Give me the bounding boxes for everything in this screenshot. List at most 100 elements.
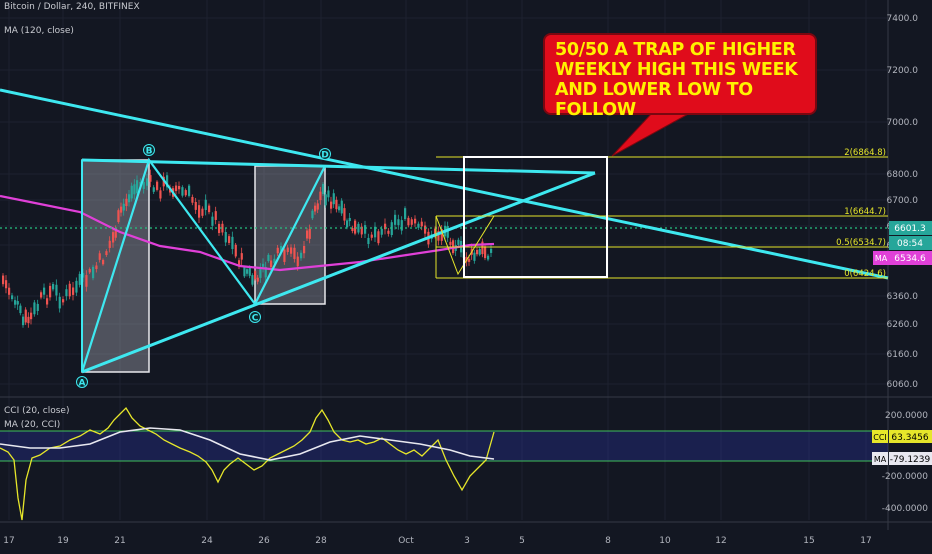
candle-body	[33, 302, 36, 315]
callout-line-3: AND LOWER LOW TO FOLLOW	[555, 80, 753, 120]
candle-body	[487, 255, 490, 260]
pattern-point-b: B	[143, 144, 155, 157]
candle-body	[473, 252, 476, 261]
candle-body	[49, 285, 52, 298]
candle-body	[117, 210, 120, 222]
candle-body	[338, 206, 341, 211]
price-tick-label: 6260.0	[887, 320, 919, 330]
candle-body	[22, 316, 25, 326]
cci-ma-tag-bg	[872, 452, 888, 465]
time-tick-label: 17	[860, 536, 871, 546]
candle-body	[27, 316, 30, 324]
grid-lines	[0, 0, 888, 520]
cci-tick-label: -200.0000	[882, 472, 928, 482]
fib-level-label: 2(6864.8)	[844, 148, 886, 158]
candle-body	[30, 312, 33, 320]
upper-triangle-line	[81, 158, 596, 175]
candle-body	[184, 190, 187, 196]
candle-body	[16, 301, 19, 305]
candle-body	[364, 225, 367, 234]
candle-body	[204, 199, 207, 210]
pattern-point-marker	[319, 148, 331, 160]
candle-body	[243, 267, 246, 277]
candle-body	[224, 232, 227, 243]
candle-body	[384, 223, 387, 230]
candle-body	[478, 249, 481, 255]
time-tick-label: 24	[201, 536, 213, 546]
candle-body	[380, 228, 383, 235]
cci-ma-tag-label: MA	[874, 455, 887, 464]
candle-body	[82, 273, 85, 278]
candles	[2, 169, 493, 328]
countdown-badge-bg	[889, 236, 932, 250]
candle-body	[214, 211, 217, 220]
annotation-callout[interactable]: 50/50 A TRAP OF HIGHER WEEKLY HIGH THIS …	[543, 33, 817, 120]
candle-body	[262, 263, 265, 267]
price-tick-label: 6800.0	[887, 170, 919, 180]
candle-body	[152, 187, 155, 192]
abcd-zigzag	[80, 157, 326, 373]
candle-body	[434, 228, 437, 237]
candle-body	[414, 218, 417, 224]
candle-body	[188, 185, 191, 196]
countdown-badge: 08:54	[897, 239, 923, 249]
candle-body	[446, 226, 449, 238]
candle-body	[98, 253, 101, 260]
price-tick-label: 6700.0	[887, 196, 919, 206]
candle-body	[354, 220, 357, 234]
cci-value-badge-bg	[889, 430, 932, 443]
fib-anchor-lines	[435, 215, 495, 276]
candle-body	[340, 200, 343, 214]
time-tick-label: 5	[519, 536, 525, 546]
candle-body	[256, 277, 259, 282]
candle-body	[465, 256, 468, 262]
price-tick-label: 7000.0	[887, 118, 919, 128]
candle-body	[449, 241, 452, 245]
candle-body	[58, 296, 61, 309]
candle-body	[367, 237, 370, 244]
pattern-point-label: B	[146, 147, 153, 157]
symbol-title: Bitcoin / Dollar, 240, BITFINEX	[4, 2, 140, 12]
pattern-point-a: A	[76, 376, 88, 389]
candle-body	[5, 280, 8, 289]
candle-body	[108, 240, 111, 248]
candle-body	[36, 303, 39, 311]
cci-value-badge: 63.3456	[891, 433, 928, 443]
candle-body	[114, 228, 117, 238]
candle-body	[125, 198, 128, 207]
time-tick-label: 12	[715, 536, 726, 546]
candle-body	[19, 305, 22, 314]
price-axis: 7400.07200.07000.06800.06700.06600.06460…	[887, 14, 919, 390]
candle-body	[370, 234, 373, 238]
candle-body	[128, 194, 131, 203]
candle-body	[95, 265, 98, 270]
candle-body	[112, 232, 115, 243]
time-axis: 17 19 21 24 26 28 Oct 3 5 8 10 12 15 17	[3, 536, 871, 546]
cci-ma-line	[0, 427, 495, 461]
candle-body	[78, 273, 81, 285]
candle-body	[490, 248, 493, 253]
candle-body	[201, 208, 204, 216]
candle-body	[136, 180, 139, 194]
candle-body	[198, 205, 201, 218]
cci-line	[0, 406, 495, 521]
cci-panel: 200.0000 -200.0000 -400.0000 CCI 63.3456 MA -7…	[0, 406, 932, 521]
pattern-point-label: C	[252, 314, 259, 324]
candle-body	[267, 254, 270, 261]
lower-triangle-line	[81, 171, 596, 374]
price-tick-label: 7400.0	[887, 14, 919, 24]
candle-body	[149, 175, 152, 182]
candle-body	[303, 245, 306, 254]
candle-body	[348, 217, 351, 222]
candle-body	[40, 292, 43, 298]
candle-body	[122, 203, 125, 211]
candle-body	[221, 223, 224, 233]
price-badges: 6601.3 08:54 MA 6534.6	[873, 221, 932, 265]
candle-body	[68, 283, 71, 297]
candle-body	[181, 187, 184, 196]
candle-body	[293, 247, 296, 259]
candle-body	[332, 193, 335, 205]
fib-levels: 2(6864.8) 1(6644.7) 0.5(6534.7) 0(6424.6)	[436, 148, 888, 279]
